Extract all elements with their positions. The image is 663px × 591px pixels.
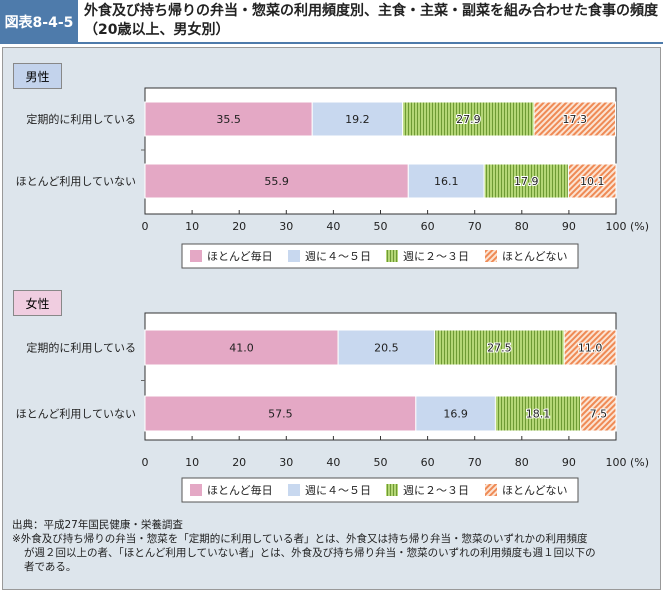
data-label: 27.5 <box>487 342 512 355</box>
bar-segment <box>483 163 569 199</box>
legend-swatch <box>288 484 300 496</box>
category-label: ほとんど利用していない <box>16 175 136 188</box>
bar-segment <box>144 395 417 432</box>
x-tick-label: 90 <box>562 456 576 469</box>
bar-segment <box>563 329 617 366</box>
data-label: 57.5 <box>268 408 293 421</box>
category-label: 定期的に利用している <box>26 341 136 355</box>
x-tick-label: 100 <box>606 456 627 469</box>
category-label: ほとんど利用していない <box>16 408 136 421</box>
footnote-line2: が週２回以上の者、「ほとんど利用していない者」とは、外食及び持ち帰り弁当・惣菜の… <box>24 547 596 559</box>
legend-swatch <box>485 484 497 496</box>
bar-segment <box>407 163 485 199</box>
legend-label: ほとんど毎日 <box>207 484 273 497</box>
data-label: 35.5 <box>216 113 241 126</box>
x-tick-label: 80 <box>515 220 529 233</box>
source-note: 出典：平成27年国民健康・栄養調査 <box>12 519 183 531</box>
legend-swatch <box>386 484 398 496</box>
x-tick-label: 20 <box>232 220 246 233</box>
figure-id: 図表8-4-5 <box>0 0 78 44</box>
bar-segment <box>337 329 436 366</box>
legend-label: ほとんどない <box>502 484 567 497</box>
x-tick-label: 20 <box>232 456 246 469</box>
legend-label: 週に４～５日 <box>305 484 371 497</box>
legend-label: 週に２～３日 <box>403 250 469 263</box>
female-label: 女性 <box>13 290 62 316</box>
data-label: 17.3 <box>563 113 588 126</box>
figure-title: 外食及び持ち帰りの弁当・惣菜の利用頻度別、主食・主菜・副菜を組み合わせた食事の頻… <box>84 3 658 38</box>
legend-swatch <box>386 250 398 262</box>
x-unit-label: (%) <box>630 220 649 233</box>
x-tick-label: 40 <box>326 220 340 233</box>
x-tick-label: 50 <box>374 456 388 469</box>
bar-segment <box>144 163 409 199</box>
legend-swatch <box>485 250 497 262</box>
x-tick-label: 0 <box>142 220 149 233</box>
bar-segment <box>494 395 582 432</box>
x-unit-label: (%) <box>630 456 649 469</box>
legend-swatch <box>190 484 202 496</box>
x-tick-label: 90 <box>562 220 576 233</box>
bar-segment <box>567 163 617 199</box>
x-tick-label: 10 <box>185 456 199 469</box>
bar-segment <box>144 329 339 366</box>
legend-label: 週に４～５日 <box>305 250 371 263</box>
data-label: 19.2 <box>345 113 370 126</box>
legend-swatch <box>190 250 202 262</box>
male-label: 男性 <box>13 63 62 89</box>
bar-segment <box>533 101 617 137</box>
x-tick-label: 100 <box>606 220 627 233</box>
data-label: 11.0 <box>578 342 603 355</box>
legend-box <box>181 477 579 503</box>
data-label: 55.9 <box>264 175 289 188</box>
data-label: 17.9 <box>514 175 539 188</box>
legend-label: ほとんどない <box>502 250 567 263</box>
x-tick-label: 40 <box>326 456 340 469</box>
x-tick-label: 60 <box>421 456 435 469</box>
legend-label: 週に２～３日 <box>403 484 469 497</box>
bar-segment <box>311 101 404 137</box>
data-label: 27.9 <box>456 113 481 126</box>
data-label: 10.1 <box>580 175 605 188</box>
data-label: 16.1 <box>434 175 459 188</box>
category-label: 定期的に利用している <box>26 112 136 126</box>
x-tick-label: 10 <box>185 220 199 233</box>
legend-box <box>181 243 579 269</box>
x-tick-label: 0 <box>142 456 149 469</box>
bar-segment <box>580 395 617 432</box>
x-tick-label: 70 <box>468 220 482 233</box>
bar-segment <box>402 101 535 137</box>
legend-swatch <box>288 250 300 262</box>
data-label: 18.1 <box>526 408 551 421</box>
x-tick-label: 50 <box>374 220 388 233</box>
data-label: 16.9 <box>443 408 468 421</box>
data-label: 7.5 <box>590 408 608 421</box>
x-tick-label: 80 <box>515 456 529 469</box>
header-divider <box>0 42 663 44</box>
x-tick-label: 30 <box>279 456 293 469</box>
bar-segment <box>434 329 565 366</box>
x-tick-label: 70 <box>468 456 482 469</box>
notes: 出典：平成27年国民健康・栄養調査 ※外食及び持ち帰りの弁当・惣菜を「定期的に利… <box>12 518 652 574</box>
footnote-line1: ※外食及び持ち帰りの弁当・惣菜を「定期的に利用している者」とは、外食又は持ち帰り… <box>12 533 588 545</box>
data-label: 20.5 <box>374 342 399 355</box>
footnote-line3: 者である。 <box>24 561 77 573</box>
x-tick-label: 60 <box>421 220 435 233</box>
x-tick-label: 30 <box>279 220 293 233</box>
data-label: 41.0 <box>229 342 254 355</box>
legend-label: ほとんど毎日 <box>207 250 273 263</box>
